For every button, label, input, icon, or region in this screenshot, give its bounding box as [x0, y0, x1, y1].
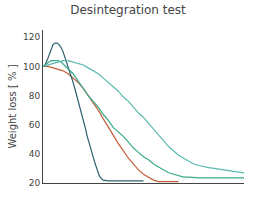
svg-text:120: 120	[23, 32, 40, 42]
svg-text:60: 60	[29, 120, 41, 130]
svg-text:40: 40	[29, 149, 41, 159]
svg-text:20: 20	[29, 178, 41, 188]
svg-text:Weight loss [ % ]: Weight loss [ % ]	[7, 64, 18, 148]
svg-text:80: 80	[29, 91, 41, 101]
svg-text:Desintegration test: Desintegration test	[70, 3, 186, 17]
svg-text:100: 100	[23, 62, 40, 72]
